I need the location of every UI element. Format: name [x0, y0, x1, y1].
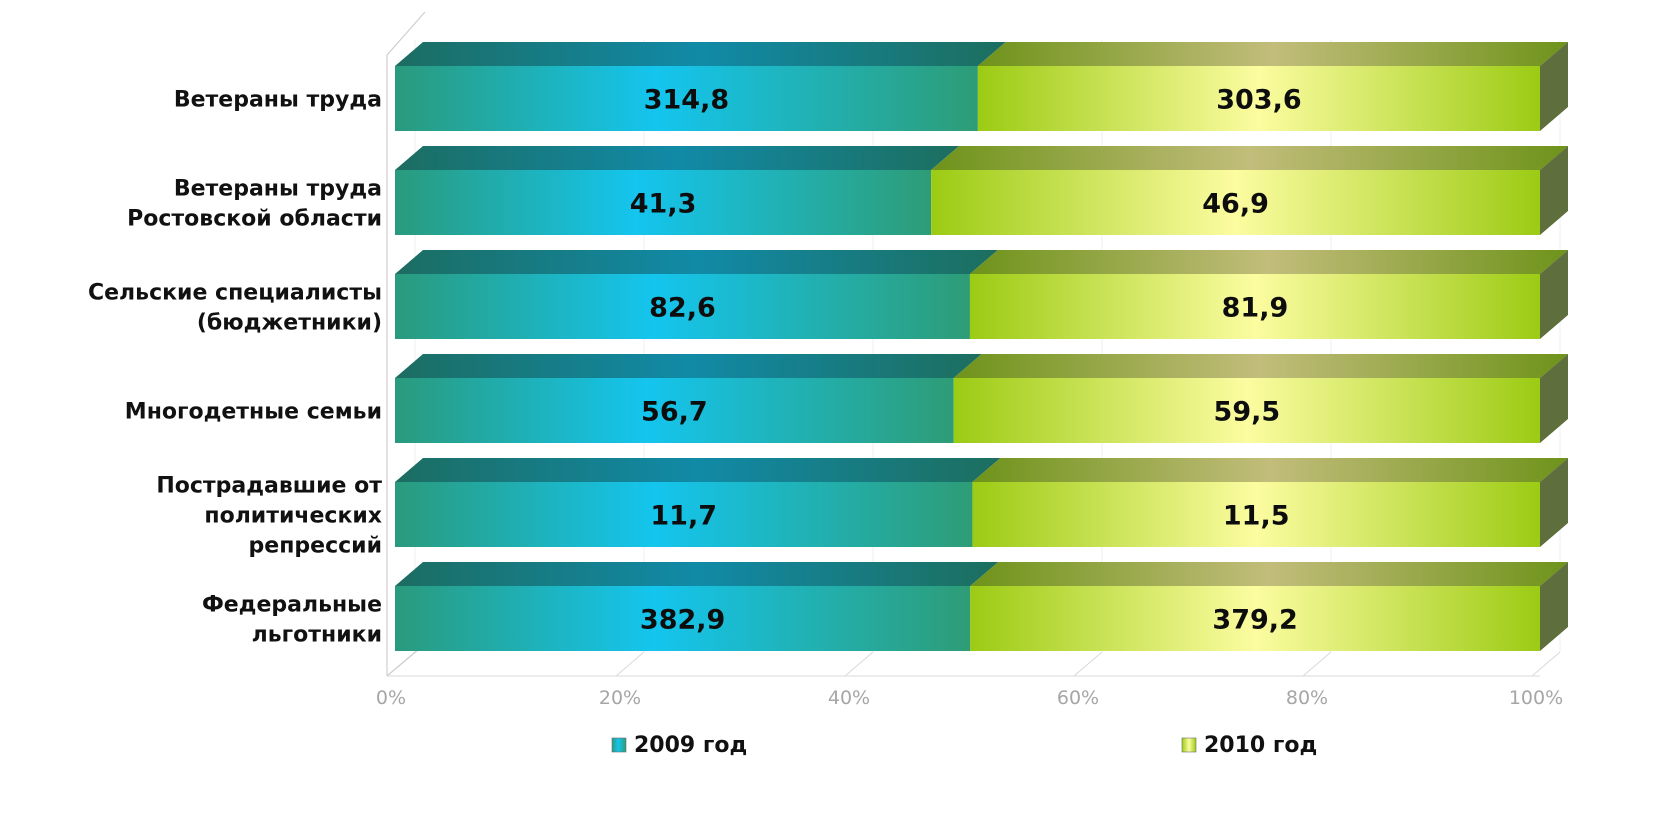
labels: 314,8 303,6 Ветераны труда 41,3 46,9 Ветераны… — [88, 85, 1302, 648]
category-label-line: Ростовской области — [127, 207, 382, 232]
gridline — [615, 651, 645, 677]
bar-2009-top — [395, 562, 999, 586]
bar-2010 — [931, 170, 1540, 235]
data-label-2010: 11,5 — [1223, 501, 1290, 532]
category-label-line: политических — [204, 504, 382, 529]
bar-end-face — [1540, 42, 1568, 131]
bar-2010-top — [953, 354, 1568, 378]
category-label: Федеральные льготники — [202, 593, 382, 648]
data-label-2010: 81,9 — [1222, 293, 1289, 324]
category-label-line: Многодетные семьи — [125, 400, 382, 425]
bars — [395, 42, 1568, 651]
gridlines — [386, 40, 1561, 677]
bar-2009-top — [395, 250, 998, 274]
x-tick-label: 100% — [1509, 687, 1563, 709]
category-label: Сельские специалисты (бюджетники) — [88, 281, 382, 336]
bar-2009 — [395, 378, 954, 443]
bar-2010 — [972, 482, 1540, 547]
category-label-line: Сельские специалисты — [88, 281, 382, 306]
x-tick-label: 0% — [376, 687, 406, 709]
category-label: Многодетные семьи — [125, 400, 382, 425]
data-label-2009: 41,3 — [630, 189, 697, 220]
gridline — [1073, 651, 1103, 677]
category-label-line: Ветераны труда — [174, 88, 382, 113]
x-tick-label: 60% — [1057, 687, 1099, 709]
bar-2010-top — [972, 458, 1568, 482]
bar-2009-top — [395, 146, 960, 170]
data-label-2009: 11,7 — [650, 501, 717, 532]
gridline — [1302, 651, 1332, 677]
bar-2009 — [395, 274, 970, 339]
data-label-2009: 56,7 — [641, 397, 708, 428]
bar-2009 — [395, 482, 973, 547]
data-label-2009: 314,8 — [644, 85, 729, 116]
category-label-line: Пострадавшие от — [156, 474, 382, 499]
category-label-line: льготники — [252, 623, 382, 648]
legend-label-2010: 2010 год — [1204, 733, 1317, 758]
data-label-2010: 303,6 — [1216, 85, 1301, 116]
bar-2010 — [977, 66, 1540, 131]
gridline — [1531, 651, 1561, 677]
axis: 0% 20% 40% 60% 80% 100% — [376, 11, 1563, 709]
data-label-2009: 382,9 — [640, 605, 725, 636]
bar-2009-top — [395, 458, 1001, 482]
bar-end-face — [1540, 458, 1568, 547]
data-label-2010: 46,9 — [1202, 189, 1269, 220]
bar-2010-top — [970, 562, 1568, 586]
bar-end-face — [1540, 250, 1568, 339]
gridline — [844, 651, 874, 677]
bar-2009 — [395, 586, 971, 651]
x-tick-label: 40% — [828, 687, 870, 709]
category-label-line: Ветераны труда — [174, 177, 382, 202]
bar-2010-top — [969, 250, 1568, 274]
bar-2010-top — [931, 146, 1568, 170]
category-label: Ветераны труда — [174, 88, 382, 113]
bar-2009-top — [395, 354, 982, 378]
category-label-line: (бюджетники) — [197, 311, 382, 336]
bar-2010-top — [977, 42, 1568, 66]
legend-swatch-2009 — [611, 737, 627, 753]
category-label: Ветераны труда Ростовской области — [127, 177, 382, 232]
x-tick-label: 20% — [599, 687, 641, 709]
legend: 2009 год 2010 год — [611, 733, 1317, 758]
category-label-line: репрессий — [249, 534, 382, 559]
category-label: Пострадавшие от политических репрессий — [156, 474, 382, 559]
bar-2009 — [395, 170, 932, 235]
legend-label-2009: 2009 год — [634, 733, 747, 758]
category-label-line: Федеральные — [202, 593, 382, 618]
legend-swatch-2010 — [1181, 737, 1197, 753]
bar-2010 — [953, 378, 1540, 443]
data-label-2010: 59,5 — [1214, 397, 1281, 428]
x-tick-label: 80% — [1286, 687, 1328, 709]
bar-2010 — [970, 586, 1540, 651]
bar-2010 — [969, 274, 1540, 339]
bar-end-face — [1540, 146, 1568, 235]
data-label-2010: 379,2 — [1212, 605, 1297, 636]
data-label-2009: 82,6 — [649, 293, 716, 324]
bar-end-face — [1540, 562, 1568, 651]
bar-2009-top — [395, 42, 1006, 66]
bar-2009 — [395, 66, 978, 131]
bar-end-face — [1540, 354, 1568, 443]
value-axis-wall — [386, 11, 426, 676]
